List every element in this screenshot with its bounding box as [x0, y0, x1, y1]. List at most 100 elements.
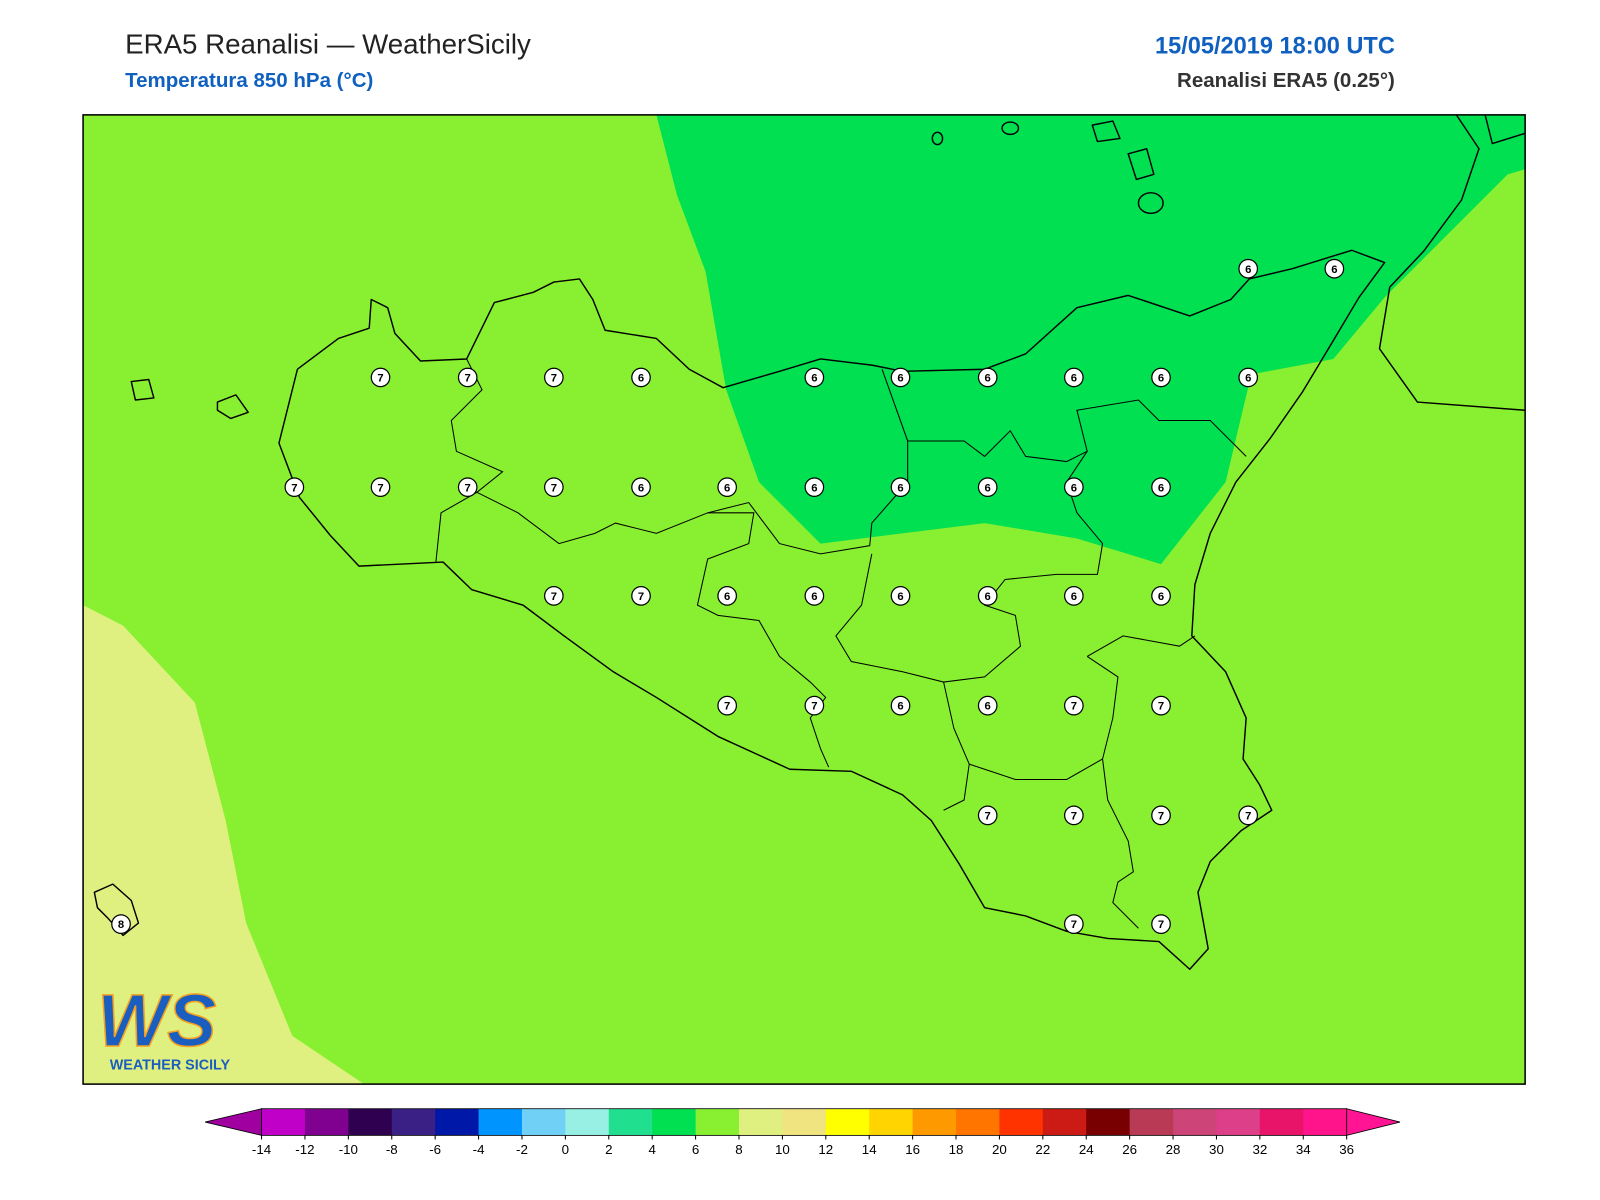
station-value: 6	[897, 701, 903, 713]
station-value: 7	[377, 482, 383, 494]
colorbar-swatch	[1259, 1108, 1304, 1136]
station-marker	[111, 914, 131, 934]
colorbar-tick-label: 20	[992, 1142, 1007, 1157]
colorbar-swatch	[565, 1108, 610, 1136]
colorbar-swatch	[521, 1108, 566, 1136]
colorbar-swatch	[738, 1108, 783, 1136]
subtitle: Temperatura 850 hPa (°C)	[125, 69, 373, 92]
colorbar-tick-label: 26	[1122, 1142, 1137, 1157]
station-marker	[1151, 695, 1171, 716]
station-marker	[1064, 477, 1084, 498]
station-marker	[1151, 367, 1171, 388]
station-value: 6	[897, 591, 903, 603]
station-value: 7	[1245, 810, 1251, 822]
station-value: 6	[811, 482, 817, 494]
colorbar-swatch	[1129, 1108, 1174, 1136]
colorbar-tick-label: 32	[1252, 1142, 1267, 1157]
station-marker	[631, 477, 651, 498]
colorbar-tick-label: 34	[1296, 1142, 1311, 1157]
colorbar-tick-label: -14	[252, 1142, 272, 1157]
station-marker	[1151, 586, 1171, 606]
colorbar-swatch	[956, 1108, 1000, 1136]
colorbar-tick-label: 24	[1079, 1142, 1094, 1157]
station-marker	[890, 367, 911, 388]
colorbar-tick-label: 4	[648, 1142, 656, 1157]
colorbar-swatch	[999, 1108, 1044, 1136]
source: Reanalisi ERA5 (0.25°)	[1177, 69, 1395, 92]
colorbar-swatch	[1086, 1108, 1131, 1136]
colorbar-swatch	[912, 1108, 957, 1136]
station-marker	[804, 586, 825, 606]
colorbar-tick-label: 36	[1339, 1142, 1354, 1157]
datetime: 15/05/2019 18:00 UTC	[1155, 32, 1395, 58]
station-marker	[370, 367, 391, 388]
coastline	[278, 249, 1386, 970]
colorbar-swatch	[652, 1108, 697, 1136]
station-marker	[1064, 914, 1084, 934]
station-value: 6	[897, 482, 903, 494]
title: ERA5 Reanalisi — WeatherSicily	[125, 28, 531, 59]
colorbar-swatch	[1173, 1108, 1217, 1136]
logo-mark: WS	[97, 979, 216, 1062]
colorbar-tick-label: -12	[295, 1142, 314, 1157]
station-value: 6	[1071, 373, 1077, 385]
station-marker	[1151, 805, 1171, 826]
station-value: 8	[118, 919, 124, 931]
station-value: 6	[724, 482, 730, 494]
station-marker	[1064, 805, 1084, 826]
station-marker	[1324, 258, 1345, 279]
station-marker	[890, 586, 911, 606]
station-marker	[977, 805, 998, 826]
colorbar-over	[1346, 1108, 1401, 1136]
station-marker	[890, 477, 911, 498]
station-value: 6	[1071, 591, 1077, 603]
station-marker	[1238, 258, 1259, 279]
colorbar-tick-label: 8	[735, 1142, 742, 1157]
station-layer: 6 6 7 7 7 6 6 6 6 6 6 6 7 7 7 7 6 6 6 6 6 6 6 7 7 6 6 6 6 6 6 7 7 6 6 7 7 7 7 7…	[111, 258, 1345, 934]
station-marker	[457, 367, 478, 388]
colorbar-swatch	[782, 1108, 827, 1136]
station-value: 7	[551, 482, 557, 494]
colorbar-swatch	[1042, 1108, 1087, 1136]
station-marker	[804, 695, 825, 716]
station-marker	[544, 477, 564, 498]
colorbar-swatch	[869, 1108, 914, 1136]
colorbar-tick-label: -2	[516, 1142, 528, 1157]
colorbar-tick-label: 6	[692, 1142, 699, 1157]
calabria-coast	[1378, 114, 1526, 411]
station-value: 7	[638, 591, 644, 603]
station-marker	[977, 367, 998, 388]
station-value: 6	[1331, 264, 1337, 276]
colorbar-tick-label: 14	[862, 1142, 877, 1157]
station-marker	[544, 586, 564, 606]
station-value: 6	[638, 373, 644, 385]
colorbar-frame	[261, 1108, 1348, 1136]
station-value: 6	[985, 701, 991, 713]
field-8-10	[83, 605, 365, 1085]
colorbar-tick-label: -6	[429, 1142, 441, 1157]
station-marker	[1151, 914, 1171, 934]
station-marker	[631, 586, 651, 606]
station-value: 7	[551, 373, 557, 385]
station-value: 6	[1245, 373, 1251, 385]
station-marker	[890, 695, 911, 716]
colorbar-tick-label: 30	[1209, 1142, 1224, 1157]
colorbar: -14 -12 -10 -8 -6 -4 -2 0 2 4 6 8 10 12 14 16 18 20 22 24 26…	[205, 1108, 1401, 1157]
colorbar-swatch	[391, 1108, 436, 1136]
colorbar-swatch	[304, 1108, 349, 1136]
station-marker	[977, 586, 998, 606]
map-area: 6 6 7 7 7 6 6 6 6 6 6 6 7 7 7 7 6 6 6 6 6 6 6 7 7 6 6 6 6 6 6 7 7 6 6 7 7 7 7 7…	[82, 114, 1526, 1085]
station-value: 7	[377, 373, 383, 385]
colorbar-swatch	[608, 1108, 653, 1136]
station-value: 6	[1158, 373, 1164, 385]
station-marker	[717, 586, 738, 606]
station-value: 6	[985, 482, 991, 494]
station-marker	[1238, 805, 1259, 826]
logo-text: WEATHER SICILY	[110, 1058, 231, 1074]
station-value: 7	[291, 482, 297, 494]
station-marker	[1064, 367, 1084, 388]
station-value: 6	[985, 591, 991, 603]
station-value: 6	[1158, 482, 1164, 494]
colorbar-swatch	[435, 1108, 480, 1136]
